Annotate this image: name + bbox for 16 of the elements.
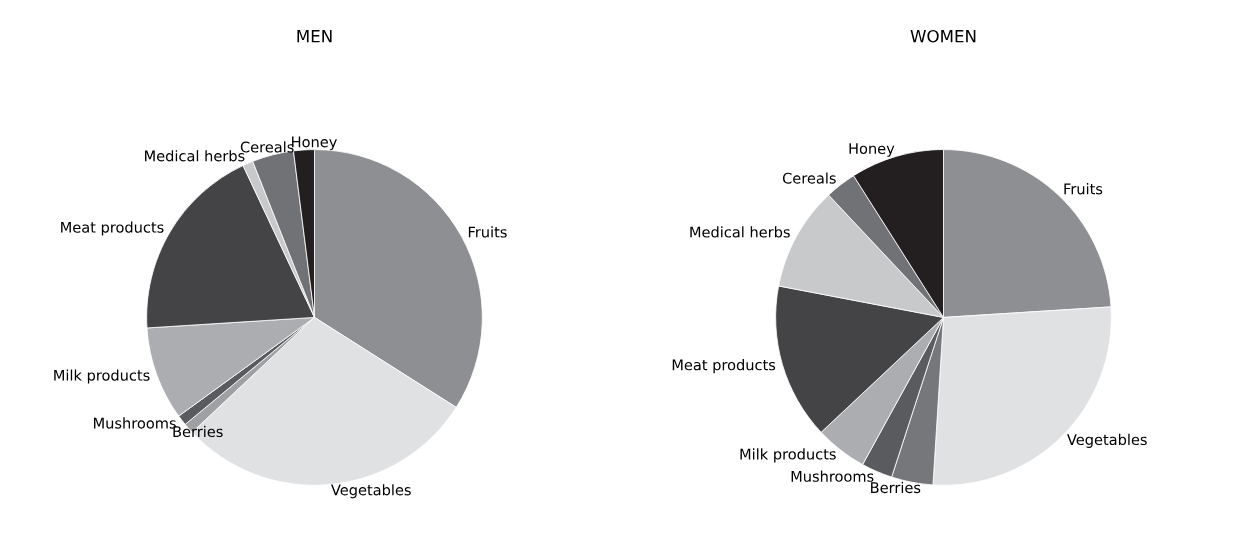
slice-label: Meat products — [61, 221, 164, 236]
slice-label: Fruits — [1064, 183, 1103, 195]
slice-label: Vegetables — [331, 484, 411, 499]
slice-label: Milk products — [54, 369, 150, 384]
slice-label: Medical herbs — [690, 226, 790, 238]
slice-label: Honey — [292, 136, 337, 151]
slice-label: Milk products — [740, 448, 836, 463]
chart-title: MEN — [297, 30, 332, 43]
slice-label: Vegetables — [1067, 433, 1147, 448]
slice-label: Mushrooms — [791, 470, 874, 482]
slice-label: Fruits — [468, 226, 507, 238]
slice-label: Honey — [849, 143, 895, 157]
chart-title: WOMEN — [910, 29, 976, 43]
slice-label: Cereals — [782, 172, 836, 184]
slice-label: Berries — [871, 481, 921, 494]
slice-label: Meat products — [672, 359, 776, 374]
